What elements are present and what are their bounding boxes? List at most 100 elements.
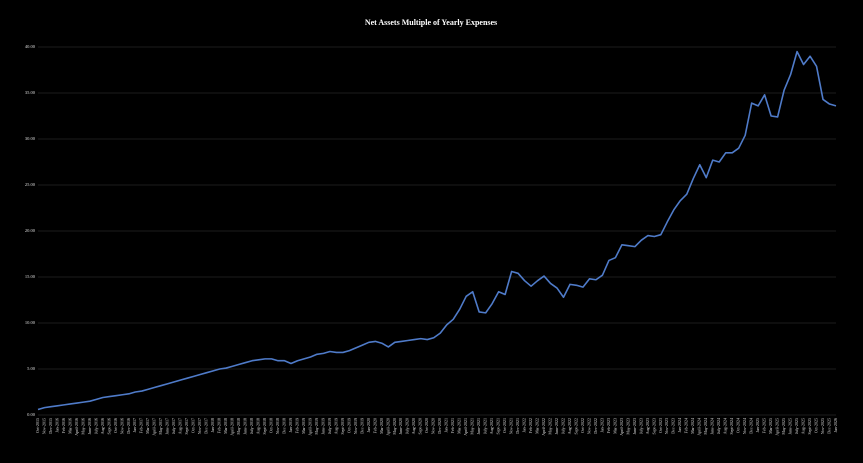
- x-tick-label: Mar-2019: [301, 418, 306, 434]
- x-tick-label: April-2016: [74, 418, 79, 436]
- x-tick-label: Jan-2022: [522, 418, 527, 433]
- x-tick-label: Oct-2023: [658, 418, 663, 433]
- x-tick-label: Mar-2017: [145, 418, 150, 434]
- x-tick-label: Sept-2018: [262, 418, 267, 434]
- x-tick-label: Nov-2018: [275, 418, 280, 434]
- x-tick-label: July-2020: [405, 418, 410, 434]
- x-tick-label: Jan-2023: [599, 418, 604, 433]
- x-tick-label: July-2022: [560, 418, 565, 434]
- x-tick-label: Jan-2018: [210, 418, 215, 433]
- x-tick-label: Sept-2023: [651, 418, 656, 434]
- x-tick-label: April-2018: [230, 418, 235, 436]
- x-tick-label: June-2022: [554, 418, 559, 435]
- x-tick-label: April-2025: [775, 418, 780, 436]
- x-tick-label: Mar-2024: [690, 418, 695, 434]
- x-tick-label: Feb-2018: [217, 418, 222, 433]
- x-tick-label: Feb-2017: [139, 418, 144, 433]
- x-tick-label: Dec-2024: [749, 418, 754, 434]
- x-tick-label: May-2019: [314, 418, 319, 435]
- x-tick-label: Mar-2020: [379, 418, 384, 434]
- x-tick-label: Feb-2022: [528, 418, 533, 433]
- y-tick-label: 10.00: [25, 320, 36, 325]
- x-tick-label: May-2024: [703, 418, 708, 435]
- x-tick-label: Nov-2016: [119, 418, 124, 434]
- x-tick-label: April-2020: [385, 418, 390, 436]
- chart-title: Net Assets Multiple of Yearly Expenses: [365, 18, 497, 27]
- data-line: [37, 50, 837, 411]
- x-tick-label: Dec-2020: [437, 418, 442, 434]
- x-tick-label: Nov-2015: [41, 418, 46, 434]
- x-tick-label: Aug-2025: [800, 418, 805, 434]
- x-tick-label: May-2017: [158, 418, 163, 435]
- x-tick-label: Mar-2025: [768, 418, 773, 434]
- x-tick-label: June-2025: [788, 418, 793, 435]
- y-tick-label: 30.00: [25, 136, 36, 141]
- x-tick-label: Aug-2022: [567, 418, 572, 434]
- y-tick-label: 15.00: [25, 274, 36, 279]
- x-tick-label: July-2024: [716, 418, 721, 434]
- x-tick-label: Sept-2017: [184, 418, 189, 434]
- y-tick-label: 25.00: [25, 182, 36, 187]
- x-tick-label: Mar-2018: [223, 418, 228, 434]
- x-tick-label: July-2019: [327, 418, 332, 434]
- x-tick-label: May-2021: [470, 418, 475, 435]
- x-tick-label: Oct-2018: [268, 418, 273, 433]
- x-tick-label: June-2016: [87, 418, 92, 435]
- x-tick-label: Dec-2015: [48, 418, 53, 434]
- x-tick-label: Aug-2021: [489, 418, 494, 434]
- x-tick-label: Aug-2020: [411, 418, 416, 434]
- x-tick-label: Aug-2023: [645, 418, 650, 434]
- x-tick-label: Sept-2021: [496, 418, 501, 434]
- x-tick-label: Dec-2021: [515, 418, 520, 434]
- x-tick-label: Oct-2020: [424, 418, 429, 433]
- x-tick-label: Mar-2021: [457, 418, 462, 434]
- x-tick-label: Mar-2023: [612, 418, 617, 434]
- x-tick-label: Jan-2020: [366, 418, 371, 433]
- x-tick-label: Aug-2018: [256, 418, 261, 434]
- x-tick-label: June-2017: [165, 418, 170, 435]
- y-tick-label: 0.00: [27, 412, 36, 417]
- x-tick-label: June-2018: [243, 418, 248, 435]
- x-tick-label: June-2020: [398, 418, 403, 435]
- x-tick-label: Oct-2021: [502, 418, 507, 433]
- x-tick-label: April-2022: [541, 418, 546, 436]
- x-tick-label: Dec-2017: [204, 418, 209, 434]
- x-tick-label: May-2023: [625, 418, 630, 435]
- x-tick-label: Feb-2016: [61, 418, 66, 433]
- x-tick-label: July-2016: [93, 418, 98, 434]
- x-tick-label: Nov-2024: [742, 418, 747, 434]
- x-tick-label: Sept-2022: [573, 418, 578, 434]
- x-tick-label: July-2025: [794, 418, 799, 434]
- x-tick-label: Jan-2026: [833, 418, 838, 433]
- x-tick-label: May-2018: [236, 418, 241, 435]
- x-tick-label: Dec-2025: [826, 418, 831, 434]
- x-tick-label: June-2024: [710, 418, 715, 435]
- x-tick-label: Feb-2024: [684, 418, 689, 433]
- x-tick-label: May-2020: [392, 418, 397, 435]
- x-tick-label: June-2019: [320, 418, 325, 435]
- x-tick-label: Jan-2024: [677, 418, 682, 433]
- x-tick-label: Aug-2016: [100, 418, 105, 434]
- x-tick-label: Jan-2016: [54, 418, 59, 433]
- x-tick-label: Nov-2020: [431, 418, 436, 434]
- x-tick-label: May-2016: [80, 418, 85, 435]
- x-tick-label: June-2021: [476, 418, 481, 435]
- y-tick-label: 20.00: [25, 228, 36, 233]
- x-tick-label: Feb-2025: [762, 418, 767, 433]
- x-tick-label: Aug-2017: [178, 418, 183, 434]
- x-tick-label: July-2018: [249, 418, 254, 434]
- x-tick-label: Oct-2017: [191, 418, 196, 433]
- x-tick-label: Dec-2018: [281, 418, 286, 434]
- x-tick-label: Nov-2025: [820, 418, 825, 434]
- y-tick-label: 40.00: [25, 44, 36, 49]
- x-tick-label: Sept-2019: [340, 418, 345, 434]
- x-tick-label: July-2021: [483, 418, 488, 434]
- x-tick-label: Aug-2019: [333, 418, 338, 434]
- x-tick-label: Oct-2024: [736, 418, 741, 433]
- x-tick-label: April-2019: [307, 418, 312, 436]
- x-tick-label: Mar-2022: [534, 418, 539, 434]
- x-tick-label: Nov-2023: [664, 418, 669, 434]
- x-tick-label: Oct-2019: [346, 418, 351, 433]
- x-tick-label: Mar-2016: [67, 418, 72, 434]
